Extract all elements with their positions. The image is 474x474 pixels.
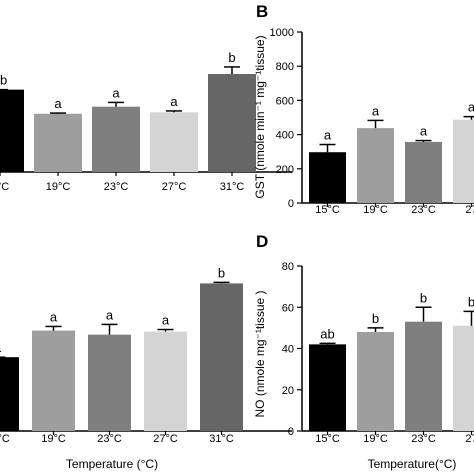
significance-label: b <box>218 265 225 280</box>
panel-b-chart: B GST (nmole min⁻¹ mg⁻¹tissue) 0 200 400 60… <box>253 2 474 216</box>
panel-c-xlabel: Temperature (°C) <box>66 457 158 471</box>
significance-label: a <box>372 103 380 118</box>
category-label: 19°C <box>363 433 388 445</box>
panel-a-chart: ab 5°C a 19°C a 23°C a 27°C b 31°C <box>0 50 292 193</box>
bar <box>92 106 140 172</box>
significance-label: a <box>106 307 114 322</box>
panel-b-letter: B <box>256 2 268 21</box>
bar <box>405 141 442 203</box>
bar <box>150 112 198 172</box>
significance-label: a <box>112 85 120 100</box>
category-label: 31°C <box>220 181 245 193</box>
y-tick-label: 40 <box>282 344 294 356</box>
panel-d-ylabel: NO (nmole mg⁻¹tissue ) <box>253 290 267 417</box>
bar <box>309 152 346 203</box>
y-tick-label: 60 <box>282 302 294 314</box>
y-tick-label: 80 <box>282 261 294 273</box>
panel-d-letter: D <box>256 232 268 251</box>
significance-label: a <box>162 313 170 328</box>
category-label: 19°C <box>41 433 66 445</box>
bar <box>357 332 394 431</box>
significance-label: b <box>420 290 427 305</box>
significance-label: ab <box>320 326 334 341</box>
category-label: 27 <box>465 433 474 445</box>
panel-d-chart: D NO (nmole mg⁻¹tissue ) Temperature(°C)… <box>253 232 474 471</box>
bar <box>405 321 442 431</box>
bar <box>0 89 24 172</box>
y-tick-label: 200 <box>276 164 294 176</box>
bar <box>32 330 75 431</box>
category-label: 15°C <box>315 433 340 445</box>
bar <box>200 283 243 431</box>
y-tick-label: 0 <box>288 426 294 438</box>
bar <box>144 331 187 431</box>
panel-c-chart: Temperature (°C) a 15°C a 19°C a 23°C a 27°C b 31… <box>0 265 292 471</box>
category-label: 19°C <box>46 181 71 193</box>
significance-label: b <box>228 50 235 65</box>
bar <box>309 344 346 431</box>
category-label: 5°C <box>0 181 9 193</box>
category-label: 23°C <box>97 433 122 445</box>
significance-label: a <box>54 96 62 111</box>
bar <box>453 119 474 203</box>
y-tick-label: 600 <box>276 95 294 107</box>
bar <box>208 74 256 172</box>
bar <box>0 357 19 431</box>
category-label: 27°C <box>153 433 178 445</box>
significance-label: a <box>468 100 474 115</box>
category-label: 19°C <box>363 204 388 216</box>
category-label: 15°C <box>0 433 10 445</box>
significance-label: ab <box>0 73 7 88</box>
significance-label: b <box>372 311 379 326</box>
category-label: 23°C <box>104 181 129 193</box>
bar <box>34 113 82 172</box>
bar <box>357 128 394 203</box>
y-tick-label: 20 <box>282 385 294 397</box>
y-tick-label: 800 <box>276 61 294 73</box>
significance-label: a <box>0 340 2 355</box>
panel-d-xlabel: Temperature(°C) <box>368 457 457 471</box>
panel-b-ylabel: GST (nmole min⁻¹ mg⁻¹tissue) <box>253 35 267 198</box>
significance-label: a <box>50 309 58 324</box>
significance-label: b <box>468 294 474 309</box>
category-label: 15°C <box>315 204 340 216</box>
bar <box>88 334 131 431</box>
category-label: 23°C <box>411 433 436 445</box>
category-label: 23°C <box>411 204 436 216</box>
significance-label: a <box>324 128 332 143</box>
category-label: 27 <box>465 204 474 216</box>
category-label: 27°C <box>162 181 187 193</box>
significance-label: a <box>420 124 428 139</box>
y-tick-label: 1000 <box>270 27 294 39</box>
y-tick-label: 0 <box>288 198 294 210</box>
significance-label: a <box>170 94 178 109</box>
bar <box>453 325 474 431</box>
y-tick-label: 400 <box>276 130 294 142</box>
category-label: 31°C <box>209 433 234 445</box>
